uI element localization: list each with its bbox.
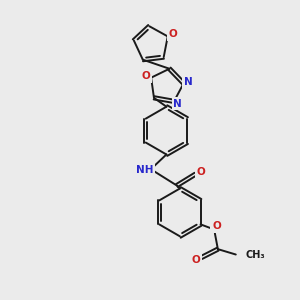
Text: O: O — [169, 29, 178, 39]
Text: N: N — [184, 77, 192, 87]
Text: N: N — [173, 99, 182, 109]
Text: O: O — [212, 221, 221, 231]
Text: O: O — [196, 167, 205, 177]
Text: O: O — [192, 255, 200, 265]
Text: NH: NH — [136, 165, 153, 175]
Text: O: O — [141, 71, 150, 81]
Text: CH₃: CH₃ — [245, 250, 265, 260]
